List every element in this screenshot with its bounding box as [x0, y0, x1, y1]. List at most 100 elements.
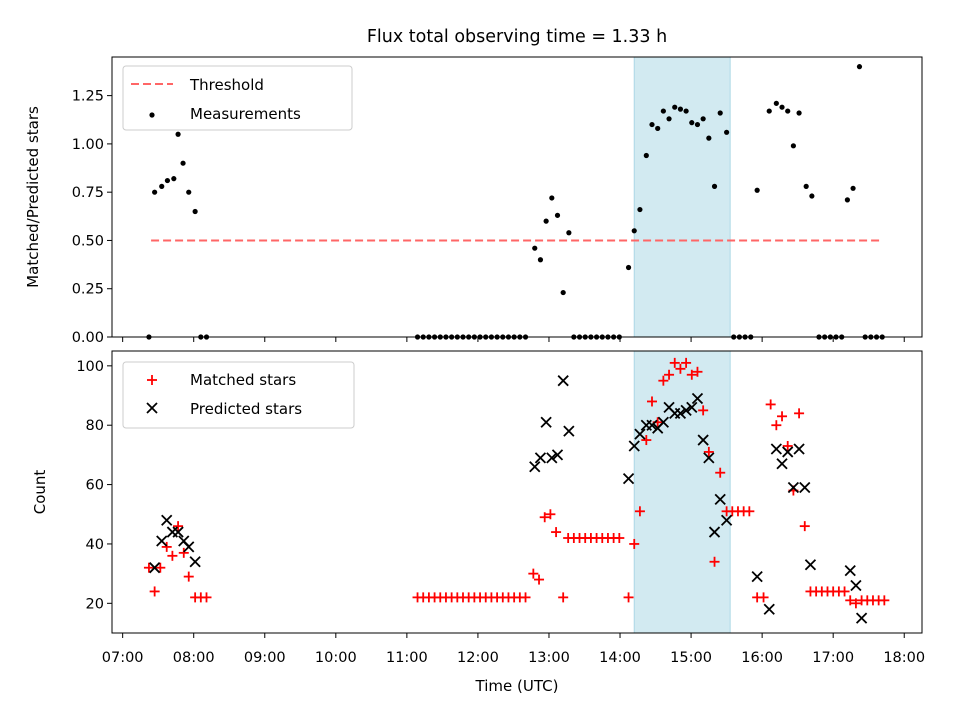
predicted-marker-b: [534, 452, 547, 464]
bottom-highlight-band: [633, 350, 731, 634]
predicted-marker-b: [708, 526, 721, 538]
predicted-marker-b: [763, 603, 775, 615]
matched-star-point: [647, 396, 657, 407]
measurement-point: [850, 185, 856, 191]
measurement-point: [766, 108, 772, 114]
matched-star-point: [539, 512, 550, 523]
matched-star-point: [664, 369, 675, 380]
bottom-x-axis-label: Time (UTC): [475, 677, 559, 695]
bottom-y-axis-label: Count: [31, 470, 49, 515]
predicted-marker-b: [557, 375, 569, 387]
predicted-star-point: [540, 416, 552, 428]
measurement-point: [649, 121, 655, 128]
bottom-x-tick-label: 10:00: [315, 650, 357, 666]
predicted-star-point: [646, 419, 658, 431]
measurement-point: [180, 160, 186, 166]
matched-star-point: [765, 399, 776, 410]
matched-star-point: [167, 550, 178, 561]
predicted-marker-b: [720, 514, 733, 526]
bottom-plot-frame: [111, 350, 923, 634]
predicted-star-point: [703, 452, 715, 464]
matched-star-point: [715, 467, 726, 478]
measurement-point: [672, 104, 678, 110]
measurement-point: [779, 104, 785, 110]
predicted-star-point: [708, 526, 721, 538]
bottom-legend-box: [122, 361, 355, 429]
predicted-star-point: [751, 570, 763, 583]
predicted-marker-b: [770, 443, 782, 455]
predicted-marker-b: [172, 526, 184, 538]
predicted-star-point: [634, 428, 646, 440]
legend-matched-label: Matched stars: [190, 371, 296, 389]
top-y-tick-label: 0.75: [72, 185, 104, 201]
predicted-star-point: [156, 535, 168, 547]
measurement-point: [537, 257, 544, 263]
legend-measurements-label: Measurements: [190, 105, 301, 123]
predicted-star-point: [674, 407, 687, 419]
predicted-marker-b: [529, 461, 541, 473]
bottom-x-tick-label: 17:00: [812, 650, 854, 666]
measurement-point: [643, 152, 649, 159]
predicted-star-point: [189, 556, 201, 568]
predicted-marker-b: [674, 407, 687, 419]
legend-matched-swatch: [147, 375, 157, 385]
measurement-point: [192, 208, 198, 215]
matched-star-point: [634, 506, 645, 517]
predicted-marker-b: [546, 452, 558, 464]
top-y-tick-label: 0.25: [72, 282, 104, 298]
predicted-marker-b: [776, 458, 788, 470]
legend-predicted-swatch: [146, 402, 158, 414]
matched-star-point: [845, 595, 856, 606]
matched-star-point: [675, 363, 686, 374]
predicted-marker-b: [551, 449, 564, 461]
predicted-star-point: [844, 565, 856, 577]
top-plot: 0.00 0.25 0.50 0.75 1.00 1.25 Matched/Predict…: [24, 56, 923, 346]
top-y-tick-label: 0.00: [72, 330, 104, 346]
measurement-point: [159, 183, 165, 189]
predicted-star-point: [686, 401, 698, 414]
predicted-star-point: [787, 481, 800, 494]
bottom-x-tick-label: 15:00: [670, 650, 712, 666]
matched-star-point: [799, 521, 810, 532]
measurement-point: [637, 206, 643, 213]
matched-star-point: [623, 592, 634, 603]
matched-star-point: [698, 405, 709, 416]
predicted-star-point: [804, 559, 817, 571]
bottom-matched-points: [143, 357, 890, 609]
bottom-plot: 20 40 60 80 100 07:00 08:00 09:00 10:00 11:00 12:…: [31, 350, 925, 695]
bottom-x-tick-label: 16:00: [741, 650, 783, 666]
bottom-x-tick-label: 11:00: [386, 650, 428, 666]
matched-star-point: [758, 592, 769, 603]
measurement-point: [164, 177, 171, 184]
predicted-marker-b: [844, 565, 856, 577]
legend-threshold-label: Threshold: [189, 76, 264, 94]
measurement-point: [717, 110, 723, 116]
predicted-marker-b: [663, 401, 675, 414]
matched-star-point: [545, 509, 556, 520]
predicted-marker-b: [178, 535, 190, 547]
matched-star-point: [669, 357, 680, 368]
predicted-star-point: [763, 603, 775, 615]
measurement-point: [543, 218, 549, 224]
predicted-marker-b: [189, 556, 201, 568]
bottom-y-tick-label: 80: [86, 418, 104, 434]
matched-star-point: [850, 598, 861, 609]
predicted-marker-b: [686, 401, 698, 414]
bottom-x-ticks: 07:00 08:00 09:00 10:00 11:00 12:00 13:00 14:00…: [102, 633, 925, 666]
top-y-axis-label: Matched/Predicted stars: [24, 106, 42, 288]
bottom-predicted-points: [148, 375, 868, 624]
predicted-marker-b: [804, 559, 817, 571]
predicted-star-point: [161, 514, 173, 526]
bottom-y-ticks: 20 40 60 80 100: [76, 359, 112, 612]
predicted-marker-b: [540, 416, 552, 428]
measurement-point: [152, 189, 158, 195]
predicted-marker-b: [799, 481, 811, 494]
predicted-star-point: [563, 425, 575, 437]
measurement-point: [694, 121, 701, 128]
predicted-star-point: [529, 461, 541, 473]
predicted-marker-b: [183, 541, 195, 553]
predicted-star-point: [172, 526, 184, 538]
measurement-point: [754, 187, 760, 193]
matched-star-point: [528, 568, 539, 579]
predicted-marker-b: [563, 425, 575, 437]
